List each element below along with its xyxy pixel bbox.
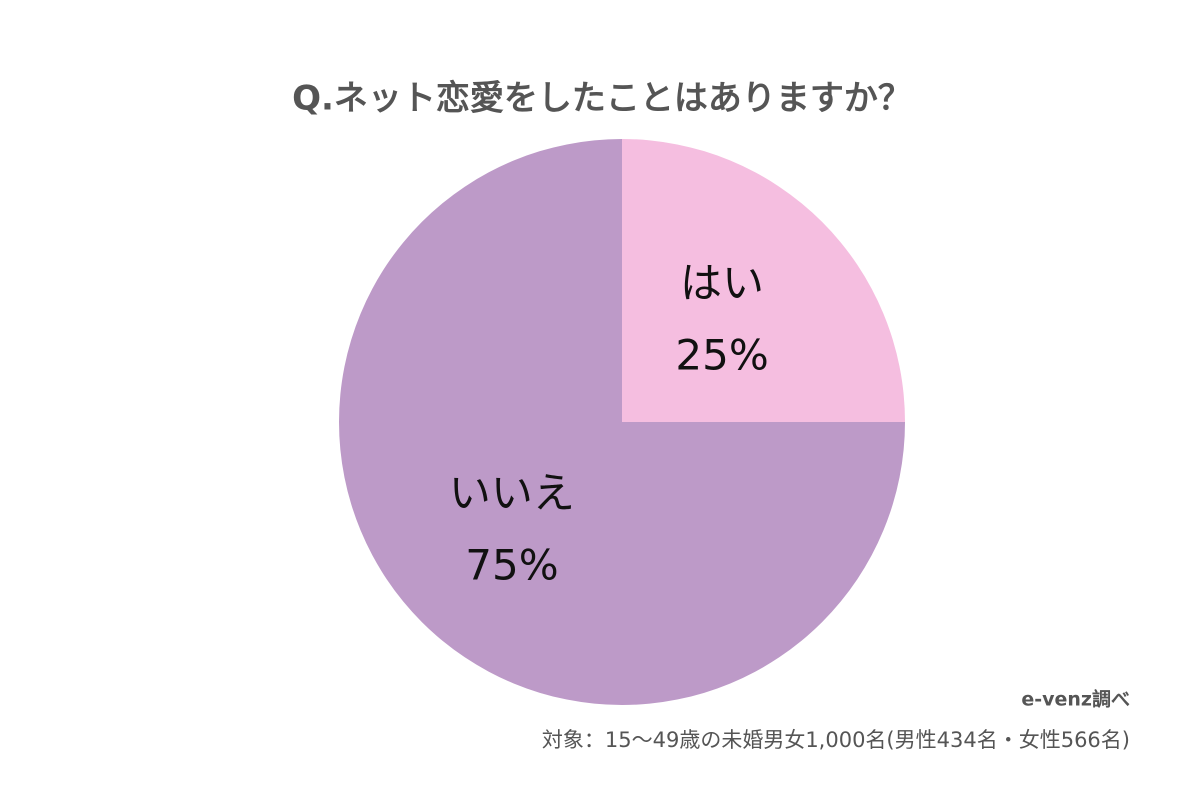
note: 対象：15〜49歳の未婚男女1,000名(男性434名・女性566名) — [542, 728, 1130, 752]
chart-title: Q.ネット恋愛をしたことはありますか？ — [292, 79, 912, 119]
pie-slice — [622, 139, 905, 422]
slice-label: いいえ — [449, 469, 575, 518]
value-label: 25% — [675, 330, 768, 379]
value-label: 75% — [465, 541, 558, 590]
slice-label: はい — [680, 258, 764, 307]
pie: はい 25% いいえ 75% — [339, 139, 905, 705]
source: e-venz調べ — [1021, 688, 1130, 711]
pie-slice — [339, 139, 905, 705]
